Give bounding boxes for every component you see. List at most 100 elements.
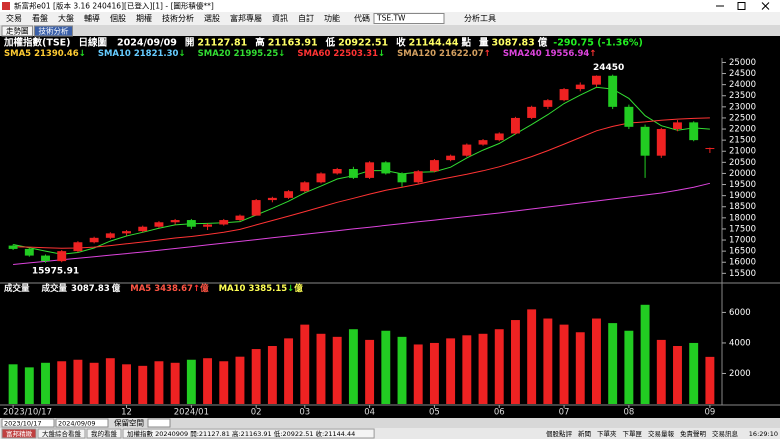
- x-tick-label: 12: [121, 408, 132, 418]
- y-tick-label: 17000: [729, 236, 756, 246]
- x-tick-label: 2024/01: [174, 408, 209, 418]
- end-date-box[interactable]: [55, 418, 109, 428]
- volume-bar: [122, 364, 131, 404]
- start-date-box[interactable]: [1, 418, 55, 428]
- close-button[interactable]: [761, 2, 770, 10]
- status-tab-label[interactable]: 大盤綜合看盤: [42, 429, 82, 438]
- status-tab[interactable]: [86, 428, 122, 439]
- status-link[interactable]: 交易量報: [648, 429, 675, 438]
- ma-legend: SMA5 21390.46↓ SMA10 21821.30↓ SMA20 21995.25…: [4, 49, 596, 59]
- menu-item[interactable]: 資訊: [272, 13, 288, 23]
- menu-item[interactable]: 自訂: [298, 13, 314, 23]
- tab[interactable]: [34, 25, 73, 37]
- x-tick-label: 03: [299, 408, 310, 418]
- status-tab[interactable]: [37, 428, 86, 439]
- menu-item[interactable]: 輔導: [84, 13, 100, 23]
- symbol-value: TSE.TW: [376, 14, 406, 23]
- volume-bar: [300, 324, 310, 404]
- menu-item[interactable]: 個股: [110, 13, 126, 23]
- vol-ma-name: MA10: [219, 284, 246, 294]
- volume-bar: [348, 329, 358, 404]
- volume-bar: [397, 336, 407, 404]
- volume-bar: [8, 364, 18, 404]
- volume-bar: [57, 361, 67, 404]
- vol-ma-unit: 億: [200, 283, 209, 294]
- status-link[interactable]: 免責聲明: [680, 429, 707, 438]
- menu-item[interactable]: 富邦專屬: [230, 13, 262, 23]
- menu-item[interactable]: 功能: [324, 13, 340, 23]
- status-tab-label[interactable]: 我的看盤: [91, 429, 118, 438]
- menu-item[interactable]: 期權: [136, 13, 152, 23]
- y-tick-label: 24500: [729, 69, 756, 79]
- symbol-input[interactable]: [373, 13, 445, 24]
- ma-value: 21622.07: [439, 49, 484, 59]
- ma-name: SMA60: [297, 49, 330, 59]
- ma-trend: ↓: [178, 49, 185, 59]
- candle-body: [527, 106, 537, 118]
- volume-bar: [316, 333, 326, 404]
- volume-bar: [494, 329, 504, 404]
- menu-item[interactable]: 交易: [6, 13, 22, 23]
- period: 日線圖: [79, 36, 108, 48]
- x-tick-label: 02: [251, 408, 262, 418]
- maximize-button[interactable]: [737, 2, 746, 10]
- candle-body: [186, 220, 196, 227]
- tab-bar: [0, 25, 780, 36]
- volume-bar: [138, 365, 148, 404]
- y-tick-label: 18000: [729, 213, 756, 223]
- menu-item[interactable]: 選股: [204, 13, 220, 23]
- status-link[interactable]: 下單匣: [623, 430, 643, 438]
- menu-item[interactable]: 大盤: [58, 13, 74, 23]
- vol-ma-name: MA5: [130, 284, 151, 294]
- volume-bar: [462, 335, 472, 404]
- status-tab[interactable]: [122, 428, 375, 439]
- vol-ma-trend: ↓: [287, 284, 294, 294]
- candle-body: [462, 144, 472, 156]
- volume-bar: [170, 362, 180, 404]
- reserve-input[interactable]: [147, 418, 171, 428]
- x-tick-label: 08: [623, 408, 634, 418]
- menu-item[interactable]: 看盤: [32, 13, 48, 23]
- status-link[interactable]: 個股點評: [546, 429, 573, 438]
- status-tab[interactable]: [1, 428, 37, 439]
- candle-body: [122, 231, 131, 234]
- volume-bar: [478, 333, 488, 404]
- quote-info: 加權指數(TSE) 日線圖 2024/09/09 開 21127.81 高 21163.91…: [3, 36, 643, 48]
- volume-unit: 億: [112, 283, 121, 294]
- candle-body: [203, 224, 213, 227]
- tab-label[interactable]: 技術分析: [39, 26, 69, 36]
- candle-body: [365, 162, 375, 178]
- high-annotation: 24450: [593, 63, 624, 73]
- candle-body: [705, 148, 715, 150]
- field-label: 低: [325, 36, 336, 48]
- y-tick-label: 15500: [729, 269, 756, 279]
- vol-ma-trend: ↑: [193, 284, 200, 294]
- ma-line: [13, 86, 710, 255]
- status-tab-label[interactable]: 富邦精緻: [6, 429, 33, 438]
- status-link[interactable]: 新聞: [578, 429, 591, 438]
- volume-bar: [251, 349, 261, 404]
- ma-value: 21390.46: [34, 49, 79, 59]
- candle-body: [543, 100, 553, 107]
- tab[interactable]: [1, 25, 33, 37]
- ma-trend: ↓: [278, 49, 285, 59]
- y-tick-label: 20500: [729, 158, 756, 168]
- volume-bar: [89, 362, 99, 404]
- candle-body: [608, 75, 618, 107]
- status-tab-label[interactable]: 加權指數 20240909 開:21127.81 高:21163.91 低:20…: [127, 429, 355, 438]
- status-link[interactable]: 交易訊息: [712, 429, 739, 438]
- candle-body: [105, 233, 115, 238]
- tools-menu[interactable]: 分析工具: [464, 13, 496, 23]
- volume-bar: [592, 318, 601, 404]
- tab-label[interactable]: 走勢圖: [6, 26, 29, 36]
- y-tick-label: 16500: [729, 247, 756, 257]
- price-unit: 點: [460, 36, 471, 48]
- menu-item[interactable]: 技術分析: [162, 13, 194, 23]
- volume-bar: [543, 318, 553, 404]
- symbol-label: 代碼: [354, 13, 370, 23]
- status-bar: [0, 428, 780, 439]
- volume-bar: [624, 330, 634, 404]
- status-link[interactable]: 下單夾: [597, 430, 617, 438]
